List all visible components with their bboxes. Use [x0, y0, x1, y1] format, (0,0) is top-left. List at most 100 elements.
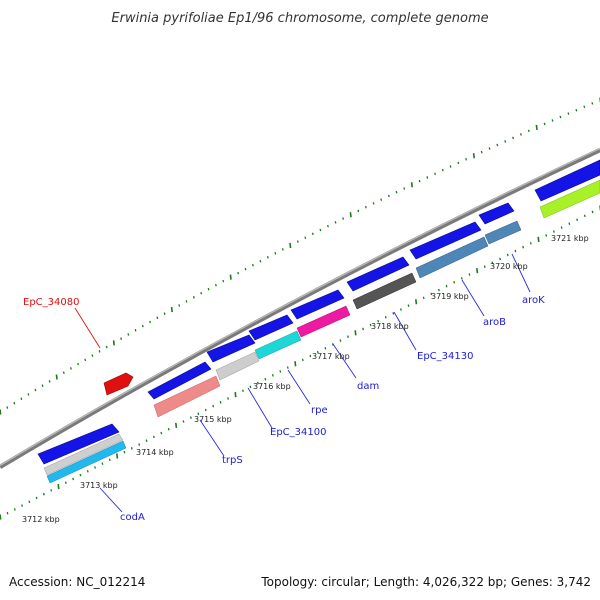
tick-mark	[41, 384, 44, 387]
tick-mark	[0, 409, 2, 415]
chromosome-backbone-highlight	[0, 147, 600, 467]
tick-mark	[357, 209, 360, 213]
tick-label: 3712 kbp	[22, 515, 60, 524]
gene-arrow-trps[interactable]	[147, 361, 212, 400]
chromosome-backbone	[0, 147, 600, 469]
feature-lime-next[interactable]	[539, 179, 600, 219]
tick-mark	[422, 296, 425, 300]
tick-mark	[438, 288, 440, 292]
tick-mark	[127, 333, 130, 336]
feature-magenta-dam[interactable]	[296, 305, 351, 338]
tick-mark	[472, 153, 475, 159]
tick-mark	[460, 277, 463, 280]
tick-mark	[185, 300, 188, 303]
tick-mark	[204, 408, 207, 412]
gene-arrow-arok[interactable]	[478, 202, 515, 225]
tick-mark	[34, 388, 37, 392]
gene-label-trps[interactable]: trpS	[222, 455, 243, 466]
tick-mark	[535, 124, 538, 131]
tick-mark	[488, 147, 491, 150]
gene-arrow-dam[interactable]	[290, 289, 345, 320]
gene-label-epc-34080[interactable]: EpC_34080	[23, 297, 79, 308]
tick-mark	[242, 389, 244, 393]
leader-coda	[99, 487, 123, 513]
tick-label: 3714 kbp	[136, 448, 174, 457]
tick-mark	[512, 136, 514, 140]
tick-mark	[410, 182, 413, 188]
tick-mark	[13, 508, 16, 511]
feature-steelblue-arok[interactable]	[484, 220, 522, 245]
gene-arrow-epc-34100[interactable]	[206, 334, 256, 363]
gene-label-arok[interactable]: aroK	[522, 295, 545, 306]
topology-text: Topology: circular; Length: 4,026,322 bp…	[260, 575, 591, 589]
outer-tick-track	[0, 97, 600, 415]
tick-mark	[418, 179, 421, 183]
tick-mark	[279, 370, 282, 373]
gene-arrow-arob[interactable]	[409, 221, 482, 260]
tick-mark	[98, 350, 101, 353]
feature-salmon-trps[interactable]	[153, 375, 221, 418]
tick-mark	[483, 265, 486, 268]
tick-mark	[112, 340, 115, 346]
gene-arrow-epc-34080[interactable]	[103, 372, 134, 396]
tick-mark	[274, 252, 277, 255]
tick-mark	[167, 427, 170, 431]
tick-mark	[551, 119, 554, 122]
gene-arrow-coda[interactable]	[37, 423, 120, 465]
tick-mark	[48, 380, 51, 383]
feature-steelblue-arob[interactable]	[415, 236, 489, 279]
tick-mark	[62, 371, 65, 374]
tick-mark	[57, 483, 60, 490]
tick-mark	[434, 172, 436, 176]
tick-mark	[342, 217, 345, 220]
tick-mark	[476, 268, 479, 274]
tick-mark	[441, 168, 444, 172]
feature-grey-coda[interactable]	[43, 433, 124, 476]
tick-mark	[281, 248, 284, 251]
gene-label-rpe[interactable]: rpe	[311, 405, 328, 416]
tick-mark	[527, 129, 530, 133]
forward-gene-row	[37, 159, 600, 465]
feature-lightgrey-epc-34100[interactable]	[215, 351, 260, 381]
tick-mark	[214, 283, 217, 287]
gene-label-epc-34100[interactable]: EpC_34100	[270, 427, 326, 438]
gene-arrow-next[interactable]	[534, 159, 600, 202]
tick-mark	[514, 249, 517, 253]
tick-mark	[227, 397, 229, 400]
gene-label-epc-34130[interactable]: EpC_34130	[417, 351, 473, 362]
feature-cyan-rpe[interactable]	[254, 330, 302, 360]
gene-label-arob[interactable]: aroB	[483, 317, 506, 328]
tick-mark	[327, 224, 329, 228]
tick-mark	[369, 323, 372, 327]
tick-mark	[529, 241, 532, 245]
gene-label-coda[interactable]: codA	[120, 512, 145, 523]
tick-mark	[163, 312, 166, 315]
tick-mark	[583, 105, 586, 109]
feature-cyan-coda[interactable]	[46, 440, 127, 484]
tick-mark	[222, 279, 225, 283]
leader-epc-34080	[74, 307, 101, 349]
gene-arrow-epc-34130[interactable]	[346, 256, 410, 292]
gene-arrow-rpe[interactable]	[248, 314, 294, 341]
tick-mark	[349, 212, 352, 218]
leader-lines	[74, 253, 531, 513]
tick-mark	[105, 345, 108, 349]
tick-mark	[449, 165, 452, 168]
feature-darkgrey-epc-34130[interactable]	[352, 272, 417, 310]
tick-mark	[153, 435, 155, 439]
tick-mark	[362, 327, 364, 331]
tick-label: 3715 kbp	[194, 415, 232, 424]
tick-label: 3717 kbp	[312, 352, 350, 361]
tick-mark	[296, 240, 299, 243]
gene-labels: EpC_34080 codA trpS EpC_34100 rpe dam Ep…	[23, 295, 545, 523]
tick-mark	[207, 287, 210, 291]
tick-mark	[200, 291, 203, 295]
tick-mark	[403, 187, 406, 190]
gene-label-dam[interactable]: dam	[357, 381, 379, 392]
tick-mark	[559, 115, 562, 119]
tick-mark	[249, 385, 252, 389]
tick-mark	[28, 500, 31, 504]
tick-mark	[35, 496, 38, 500]
tick-mark	[294, 361, 297, 367]
